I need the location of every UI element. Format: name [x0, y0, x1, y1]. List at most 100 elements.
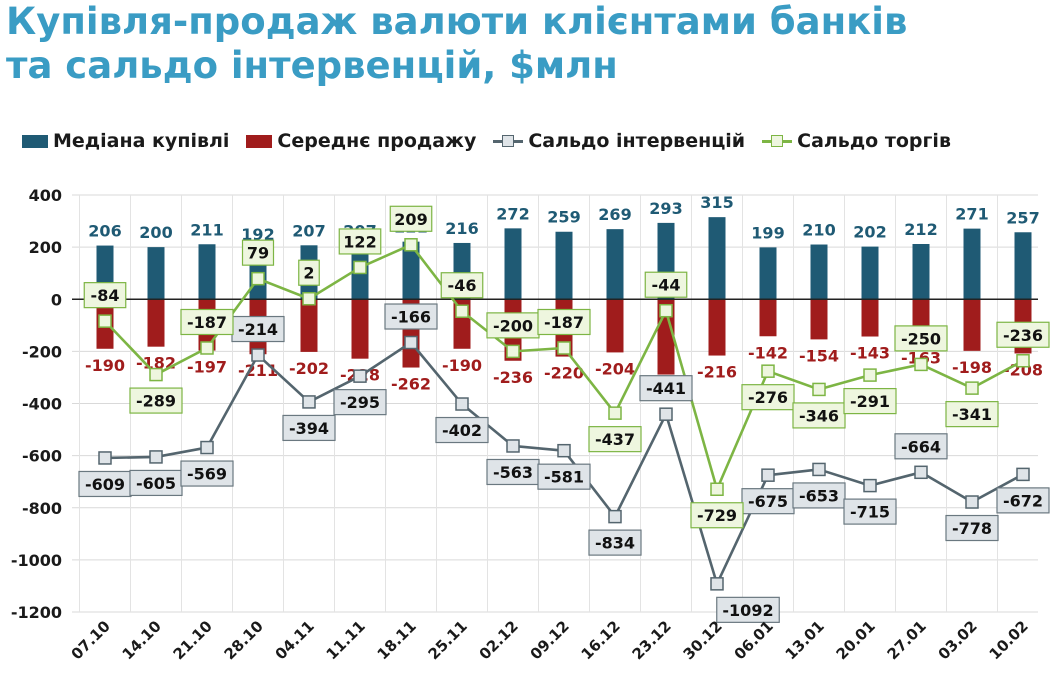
marker-interventions	[863, 478, 877, 493]
y-tick-label: 0	[51, 290, 62, 309]
marker-trade	[965, 381, 979, 395]
data-label-trade-box	[792, 402, 846, 429]
data-label-trade: -346	[799, 406, 839, 425]
x-tick-label: 20.01	[833, 617, 879, 663]
bar-sell	[300, 299, 318, 352]
data-label-trade-box	[298, 259, 320, 286]
data-label-trade-box	[180, 308, 234, 336]
data-label-trade-box	[486, 312, 540, 339]
data-label-interventions-box	[129, 469, 183, 497]
data-label-trade-box	[440, 272, 484, 299]
bar-buy	[402, 241, 420, 300]
x-tick-label: 25.11	[425, 617, 471, 663]
data-label-buy: 206	[88, 222, 121, 241]
x-tick-label: 18.11	[374, 617, 420, 663]
data-label-trade-box	[894, 325, 948, 352]
data-label-trade: -200	[493, 316, 533, 335]
data-label-interventions: -166	[391, 308, 431, 327]
data-label-interventions-box	[384, 303, 438, 330]
x-tick-label: 04.11	[272, 617, 318, 663]
data-label-trade: -289	[136, 392, 176, 411]
data-label-trade-box	[945, 401, 999, 428]
marker-interventions	[455, 397, 469, 411]
data-label-buy: 212	[904, 220, 937, 239]
marker-trade	[659, 303, 673, 318]
data-label-buy: 271	[955, 205, 988, 224]
data-label-trade-box	[537, 308, 591, 336]
x-tick-label: 27.01	[884, 617, 930, 663]
data-label-interventions: -214	[238, 320, 278, 339]
data-label-interventions: -581	[544, 468, 584, 487]
bar-sell	[810, 299, 828, 340]
data-label-interventions-box	[996, 487, 1050, 514]
data-label-trade: -276	[748, 388, 788, 407]
data-label-trade: -187	[544, 313, 584, 332]
data-label-buy: 211	[190, 220, 223, 239]
data-label-sell: -204	[595, 359, 635, 378]
x-tick-label: 07.10	[68, 617, 114, 663]
x-tick-label: 16.12	[578, 617, 624, 663]
legend-label-buy: Медіана купівлі	[53, 130, 230, 152]
marker-trade	[761, 364, 775, 378]
x-tick-label: 09.12	[527, 617, 573, 663]
x-tick-label: 11.11	[323, 617, 369, 663]
bar-buy	[861, 246, 879, 300]
x-tick-label: 06.01	[731, 617, 777, 663]
marker-interventions	[812, 462, 826, 477]
data-label-trade-box	[843, 387, 897, 415]
data-label-interventions-box	[282, 414, 336, 442]
legend-swatch-buy	[22, 134, 48, 148]
bar-sell	[759, 299, 777, 337]
data-label-interventions: -441	[646, 379, 686, 398]
marker-trade	[506, 344, 520, 359]
marker-trade	[710, 482, 724, 496]
marker-interventions	[761, 468, 775, 482]
y-tick-label: -400	[22, 395, 62, 414]
data-label-interventions: -664	[901, 437, 941, 456]
bar-sell	[861, 299, 879, 337]
data-label-interventions: -715	[850, 503, 890, 522]
bar-buy	[606, 229, 624, 300]
marker-interventions	[710, 577, 724, 591]
data-label-sell: -143	[850, 344, 890, 363]
bar-sell	[606, 299, 624, 353]
data-label-sell: -198	[952, 358, 992, 377]
legend-label-sell: Середнє продажу	[277, 130, 477, 152]
x-tick-label: 02.12	[476, 617, 522, 663]
data-label-trade: -46	[448, 276, 477, 295]
bar-buy	[1014, 232, 1032, 300]
marker-interventions	[506, 439, 520, 453]
data-label-sell: -262	[391, 375, 431, 394]
data-label-sell: -190	[85, 356, 125, 375]
marker-interventions	[608, 509, 622, 524]
data-label-sell: -142	[748, 343, 788, 362]
marker-interventions	[149, 450, 163, 464]
legend-item-trade: Сальдо торгів	[762, 130, 951, 152]
legend-item-interventions: Сальдо інтервенцій	[493, 130, 745, 152]
marker-interventions	[98, 451, 112, 465]
data-label-trade: -236	[1003, 326, 1043, 345]
data-label-trade-box	[241, 239, 275, 266]
data-label-buy: 269	[598, 205, 631, 224]
marker-trade	[149, 367, 163, 382]
bar-buy	[912, 243, 930, 300]
bar-buy	[504, 228, 522, 300]
data-label-trade: -437	[595, 430, 635, 449]
marker-trade	[608, 406, 622, 420]
marker-trade	[914, 357, 928, 372]
data-label-interventions: -834	[595, 534, 635, 553]
data-label-interventions-box	[639, 375, 693, 402]
data-label-sell: -190	[442, 356, 482, 375]
data-label-sell: -236	[493, 368, 533, 387]
data-label-sell: -197	[187, 358, 227, 377]
data-label-trade-box	[389, 205, 433, 232]
data-label-interventions-box	[716, 596, 780, 623]
bar-buy	[708, 217, 726, 300]
data-label-sell: -202	[289, 359, 329, 378]
bar-sell	[351, 299, 369, 359]
data-label-sell: -154	[799, 346, 839, 365]
data-label-trade-box	[741, 384, 795, 411]
marker-trade	[455, 304, 469, 318]
legend-label-interventions: Сальдо інтервенцій	[528, 130, 746, 152]
